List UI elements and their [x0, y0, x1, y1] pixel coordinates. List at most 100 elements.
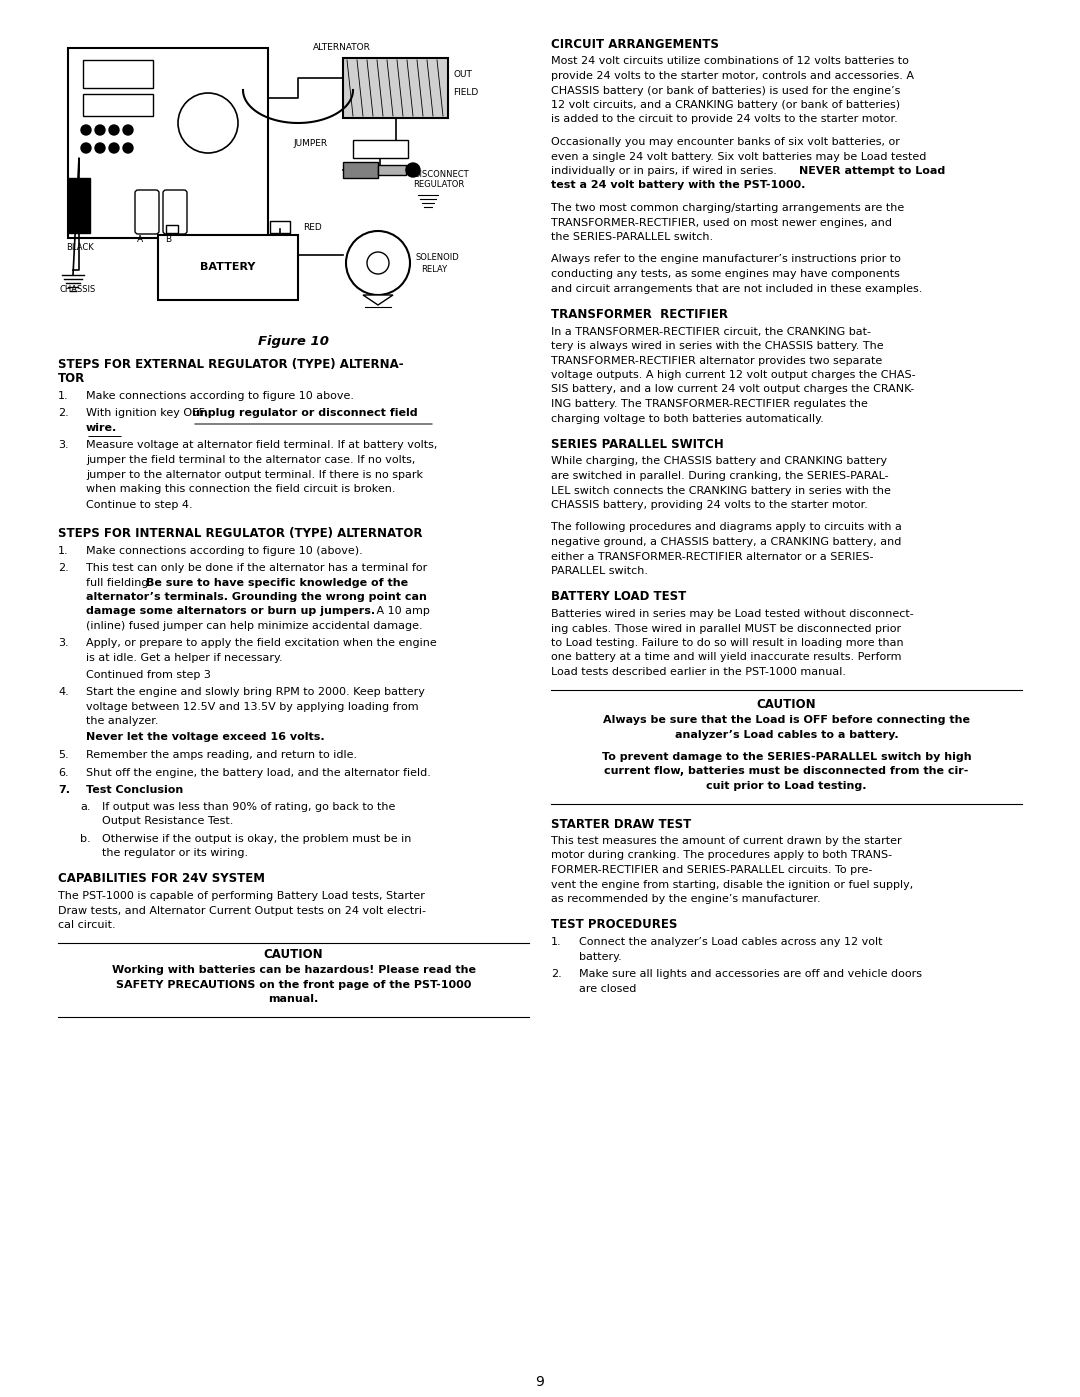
Text: one battery at a time and will yield inaccurate results. Perform: one battery at a time and will yield ina…: [551, 652, 902, 662]
Text: Continue to step 4.: Continue to step 4.: [86, 500, 192, 510]
Text: voltage outputs. A high current 12 volt output charges the CHAS-: voltage outputs. A high current 12 volt …: [551, 370, 916, 380]
Text: negative ground, a CHASSIS battery, a CRANKING battery, and: negative ground, a CHASSIS battery, a CR…: [551, 536, 902, 548]
Text: to Load testing. Failure to do so will result in loading more than: to Load testing. Failure to do so will r…: [551, 638, 904, 648]
Text: CAUTION: CAUTION: [264, 949, 323, 961]
Text: Draw tests, and Alternator Current Output tests on 24 volt electri-: Draw tests, and Alternator Current Outpu…: [58, 905, 426, 915]
Text: is at idle. Get a helper if necessary.: is at idle. Get a helper if necessary.: [86, 652, 283, 664]
Text: when making this connection the field circuit is broken.: when making this connection the field ci…: [86, 483, 395, 495]
Text: Never let the voltage exceed 16 volts.: Never let the voltage exceed 16 volts.: [86, 732, 325, 742]
Text: Be sure to have specific knowledge of the: Be sure to have specific knowledge of th…: [146, 577, 408, 588]
Circle shape: [109, 142, 119, 154]
Text: PARALLEL switch.: PARALLEL switch.: [551, 566, 648, 576]
Circle shape: [178, 94, 238, 154]
Text: This test can only be done if the alternator has a terminal for: This test can only be done if the altern…: [86, 563, 428, 573]
Circle shape: [81, 142, 91, 154]
Text: charging voltage to both batteries automatically.: charging voltage to both batteries autom…: [551, 414, 824, 423]
Text: even a single 24 volt battery. Six volt batteries may be Load tested: even a single 24 volt battery. Six volt …: [551, 151, 927, 162]
Circle shape: [123, 142, 133, 154]
Text: 3.: 3.: [58, 440, 69, 450]
Text: 9: 9: [536, 1375, 544, 1389]
Text: CAUTION: CAUTION: [757, 697, 816, 711]
Text: The following procedures and diagrams apply to circuits with a: The following procedures and diagrams ap…: [551, 522, 902, 532]
Text: battery.: battery.: [579, 951, 622, 961]
Text: STEPS FOR EXTERNAL REGULATOR (TYPE) ALTERNA-: STEPS FOR EXTERNAL REGULATOR (TYPE) ALTE…: [58, 358, 404, 372]
Text: Start the engine and slowly bring RPM to 2000. Keep battery: Start the engine and slowly bring RPM to…: [86, 687, 424, 697]
Text: SIS battery, and a low current 24 volt output charges the CRANK-: SIS battery, and a low current 24 volt o…: [551, 384, 915, 394]
Text: LEL switch connects the CRANKING battery in series with the: LEL switch connects the CRANKING battery…: [551, 486, 891, 496]
Text: Measure voltage at alternator field terminal. If at battery volts,: Measure voltage at alternator field term…: [86, 440, 437, 450]
Text: cal circuit.: cal circuit.: [58, 921, 116, 930]
Text: Continued from step 3: Continued from step 3: [86, 669, 211, 679]
Text: Most 24 volt circuits utilize combinations of 12 volts batteries to: Most 24 volt circuits utilize combinatio…: [551, 56, 909, 67]
Text: voltage between 12.5V and 13.5V by applying loading from: voltage between 12.5V and 13.5V by apply…: [86, 701, 419, 711]
Bar: [378, 165, 406, 175]
Circle shape: [346, 231, 410, 295]
Text: current flow, batteries must be disconnected from the cir-: current flow, batteries must be disconne…: [605, 767, 969, 777]
Text: TRANSFORMER  RECTIFIER: TRANSFORMER RECTIFIER: [551, 307, 728, 321]
Text: CAPABILITIES FOR 24V SYSTEM: CAPABILITIES FOR 24V SYSTEM: [58, 873, 265, 886]
Text: FIELD: FIELD: [453, 88, 478, 96]
Text: CHASSIS: CHASSIS: [60, 285, 96, 293]
Text: individually or in pairs, if wired in series.: individually or in pairs, if wired in se…: [551, 166, 781, 176]
Text: BLACK: BLACK: [66, 243, 94, 251]
Text: 6.: 6.: [58, 767, 69, 778]
Text: jumper the field terminal to the alternator case. If no volts,: jumper the field terminal to the alterna…: [86, 455, 416, 465]
Text: TRANSFORMER-RECTIFIER, used on most newer engines, and: TRANSFORMER-RECTIFIER, used on most newe…: [551, 218, 892, 228]
Text: If output was less than 90% of rating, go back to the: If output was less than 90% of rating, g…: [102, 802, 395, 812]
Text: Occasionally you may encounter banks of six volt batteries, or: Occasionally you may encounter banks of …: [551, 137, 900, 147]
Text: SAFETY PRECAUTIONS on the front page of the PST-1000: SAFETY PRECAUTIONS on the front page of …: [116, 979, 471, 989]
Text: test a 24 volt battery with the PST-1000.: test a 24 volt battery with the PST-1000…: [551, 180, 806, 190]
Circle shape: [367, 251, 389, 274]
FancyBboxPatch shape: [163, 190, 187, 235]
Circle shape: [95, 124, 105, 136]
Bar: [353, 140, 408, 158]
Text: Always refer to the engine manufacturer’s instructions prior to: Always refer to the engine manufacturer’…: [551, 254, 901, 264]
Text: Make connections according to figure 10 above.: Make connections according to figure 10 …: [86, 391, 354, 401]
Text: A: A: [137, 235, 143, 244]
Text: Apply, or prepare to apply the field excitation when the engine: Apply, or prepare to apply the field exc…: [86, 638, 436, 648]
Text: Working with batteries can be hazardous! Please read the: Working with batteries can be hazardous!…: [111, 965, 475, 975]
Text: Load tests described earlier in the PST-1000 manual.: Load tests described earlier in the PST-…: [551, 666, 846, 678]
Text: analyzer’s Load cables to a battery.: analyzer’s Load cables to a battery.: [675, 729, 899, 739]
Text: as recommended by the engine’s manufacturer.: as recommended by the engine’s manufactu…: [551, 894, 821, 904]
Text: TEST PROCEDURES: TEST PROCEDURES: [551, 918, 677, 932]
Bar: [158, 235, 298, 300]
Text: either a TRANSFORMER-RECTIFIER alternator or a SERIES-: either a TRANSFORMER-RECTIFIER alternato…: [551, 552, 874, 562]
Text: Shut off the engine, the battery load, and the alternator field.: Shut off the engine, the battery load, a…: [86, 767, 431, 778]
Text: 3.: 3.: [58, 638, 69, 648]
Text: Otherwise if the output is okay, the problem must be in: Otherwise if the output is okay, the pro…: [102, 834, 411, 844]
Text: Output Resistance Test.: Output Resistance Test.: [102, 816, 233, 826]
Text: BATTERY: BATTERY: [200, 263, 256, 272]
Text: alternator’s terminals. Grounding the wrong point can: alternator’s terminals. Grounding the wr…: [86, 592, 427, 602]
Text: SERIES PARALLEL SWITCH: SERIES PARALLEL SWITCH: [551, 439, 724, 451]
Text: The two most common charging/starting arrangements are the: The two most common charging/starting ar…: [551, 203, 904, 212]
Text: REGULATOR: REGULATOR: [413, 180, 464, 189]
Text: This test measures the amount of current drawn by the starter: This test measures the amount of current…: [551, 835, 902, 847]
Text: JUMPER: JUMPER: [293, 140, 327, 148]
Text: RELAY: RELAY: [421, 265, 447, 274]
Text: 2.: 2.: [551, 970, 562, 979]
Text: Always be sure that the Load is OFF before connecting the: Always be sure that the Load is OFF befo…: [603, 715, 970, 725]
Text: are closed: are closed: [579, 983, 636, 993]
Bar: [343, 162, 378, 177]
Circle shape: [123, 124, 133, 136]
Text: wire.: wire.: [86, 423, 118, 433]
Text: B: B: [165, 235, 171, 244]
Text: Connect the analyzer’s Load cables across any 12 volt: Connect the analyzer’s Load cables acros…: [579, 937, 882, 947]
Text: While charging, the CHASSIS battery and CRANKING battery: While charging, the CHASSIS battery and …: [551, 457, 887, 467]
Text: 4.: 4.: [58, 687, 69, 697]
Text: TOR: TOR: [58, 373, 85, 386]
Text: Remember the amps reading, and return to idle.: Remember the amps reading, and return to…: [86, 750, 357, 760]
Text: cuit prior to Load testing.: cuit prior to Load testing.: [706, 781, 867, 791]
Text: a.: a.: [80, 802, 91, 812]
Text: To prevent damage to the SERIES-PARALLEL switch by high: To prevent damage to the SERIES-PARALLEL…: [602, 752, 971, 761]
Text: +: +: [274, 224, 286, 237]
Text: Figure 10: Figure 10: [258, 335, 329, 348]
Text: Make connections according to figure 10 (above).: Make connections according to figure 10 …: [86, 545, 363, 556]
Text: (inline) fused jumper can help minimize accidental damage.: (inline) fused jumper can help minimize …: [86, 622, 422, 631]
Text: b.: b.: [80, 834, 91, 844]
Text: manual.: manual.: [268, 995, 319, 1004]
Text: jumper to the alternator output terminal. If there is no spark: jumper to the alternator output terminal…: [86, 469, 423, 479]
Text: CIRCUIT ARRANGEMENTS: CIRCUIT ARRANGEMENTS: [551, 38, 719, 52]
Circle shape: [406, 163, 420, 177]
